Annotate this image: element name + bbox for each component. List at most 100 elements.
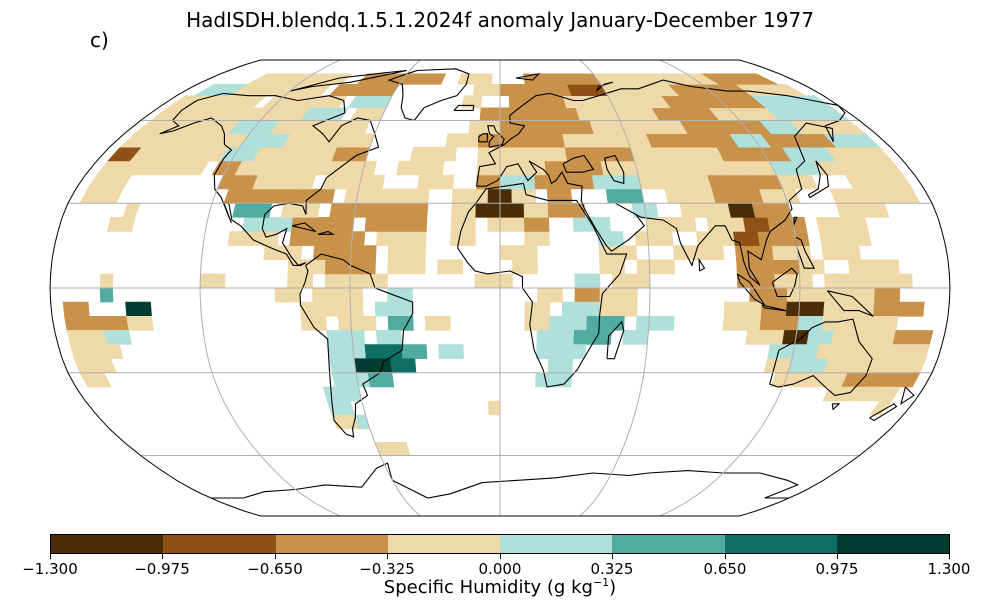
grid-cell <box>475 202 489 218</box>
grid-cell <box>524 259 538 275</box>
grid-cell <box>824 273 838 289</box>
grid-cell <box>886 273 901 289</box>
colorbar-tick-mark <box>949 554 950 559</box>
grid-cell <box>558 188 573 204</box>
grid-cell <box>212 273 226 289</box>
grid-cell <box>611 259 626 275</box>
grid-cell <box>855 231 872 246</box>
grid-cell <box>437 259 451 275</box>
grid-cell <box>511 202 525 218</box>
grid-cell <box>390 202 405 218</box>
grid-cell <box>811 287 826 303</box>
grid-cell <box>599 259 613 275</box>
grid-cell <box>885 301 900 317</box>
coastline <box>475 79 846 286</box>
grid-cell <box>634 231 649 246</box>
grid-cell <box>374 301 389 317</box>
grid-cell <box>199 273 214 289</box>
grid-cell <box>508 84 519 96</box>
anomaly-grid-cells <box>62 73 934 456</box>
grid-cell <box>769 330 785 345</box>
colorbar-bin-5 <box>500 535 613 553</box>
grid-cell <box>512 259 526 275</box>
grid-cell <box>116 330 133 345</box>
grid-cell <box>635 316 650 331</box>
grid-cell <box>572 344 587 359</box>
grid-cell <box>537 287 551 303</box>
grid-cell <box>722 316 737 331</box>
grid-cell <box>451 188 465 204</box>
grid-cell <box>759 316 775 331</box>
grid-cell <box>523 202 537 218</box>
colorbar-bin-4 <box>387 535 500 553</box>
grid-cell <box>352 344 367 359</box>
grid-cell <box>648 259 663 275</box>
grid-cell <box>549 287 563 303</box>
grid-cell <box>861 273 876 289</box>
meridian-line <box>199 59 341 517</box>
grid-cell <box>536 301 551 317</box>
grid-cell <box>75 301 90 317</box>
colorbar-bin-7 <box>724 535 837 553</box>
grid-cell <box>329 358 345 374</box>
grid-cell <box>510 160 524 176</box>
grid-cell <box>748 301 763 317</box>
coastline <box>595 81 613 92</box>
grid-cell <box>849 273 863 289</box>
grid-cell <box>587 273 601 289</box>
grid-cell <box>412 259 426 275</box>
panel-label: c) <box>90 28 109 52</box>
coastline <box>604 154 625 185</box>
coastline <box>807 160 830 198</box>
grid-cell <box>524 245 538 260</box>
grid-cell <box>326 231 341 246</box>
grid-cell <box>389 217 404 232</box>
coastline <box>769 318 873 396</box>
grid-cell <box>821 316 837 331</box>
world-map <box>49 59 951 517</box>
grid-cell <box>463 188 477 204</box>
grid-cell <box>559 202 574 218</box>
grid-cell <box>548 330 563 345</box>
colorbar-tick-mark <box>612 554 613 559</box>
grid-cell <box>520 133 533 148</box>
grid-cell <box>403 188 418 204</box>
grid-cell <box>748 259 763 275</box>
graticule <box>50 59 950 517</box>
coastline <box>289 69 407 92</box>
grid-cell <box>461 95 474 109</box>
grid-cell <box>611 287 626 303</box>
grid-cell <box>860 259 875 275</box>
grid-cell <box>799 287 813 303</box>
grid-cell <box>784 316 799 331</box>
grid-cell <box>468 120 481 134</box>
grid-cell <box>574 287 588 303</box>
grid-cell <box>748 73 778 85</box>
grid-cell <box>574 273 588 289</box>
coastline <box>826 290 874 317</box>
grid-cell <box>586 301 601 317</box>
grid-cell <box>874 273 888 289</box>
grid-cell <box>499 146 512 162</box>
grid-cell <box>375 330 390 345</box>
grid-cell <box>312 301 327 317</box>
grid-cell <box>611 245 625 260</box>
grid-cell <box>499 188 513 204</box>
grid-cell <box>897 301 913 317</box>
grid-cell <box>586 316 600 331</box>
grid-cell <box>362 245 377 260</box>
grid-cell <box>836 273 851 289</box>
meridian-line <box>579 59 651 517</box>
coastline <box>761 304 787 312</box>
grid-cell <box>499 273 513 289</box>
grid-cell <box>428 174 443 190</box>
grid-cell <box>708 231 724 246</box>
meridian-line <box>349 59 421 517</box>
grid-cell <box>471 95 483 109</box>
grid-cell <box>349 287 364 303</box>
grid-cell <box>598 316 613 331</box>
grid-cell <box>313 316 328 331</box>
grid-cell <box>518 107 531 121</box>
grid-cell <box>365 202 381 218</box>
grid-cell <box>287 259 302 275</box>
